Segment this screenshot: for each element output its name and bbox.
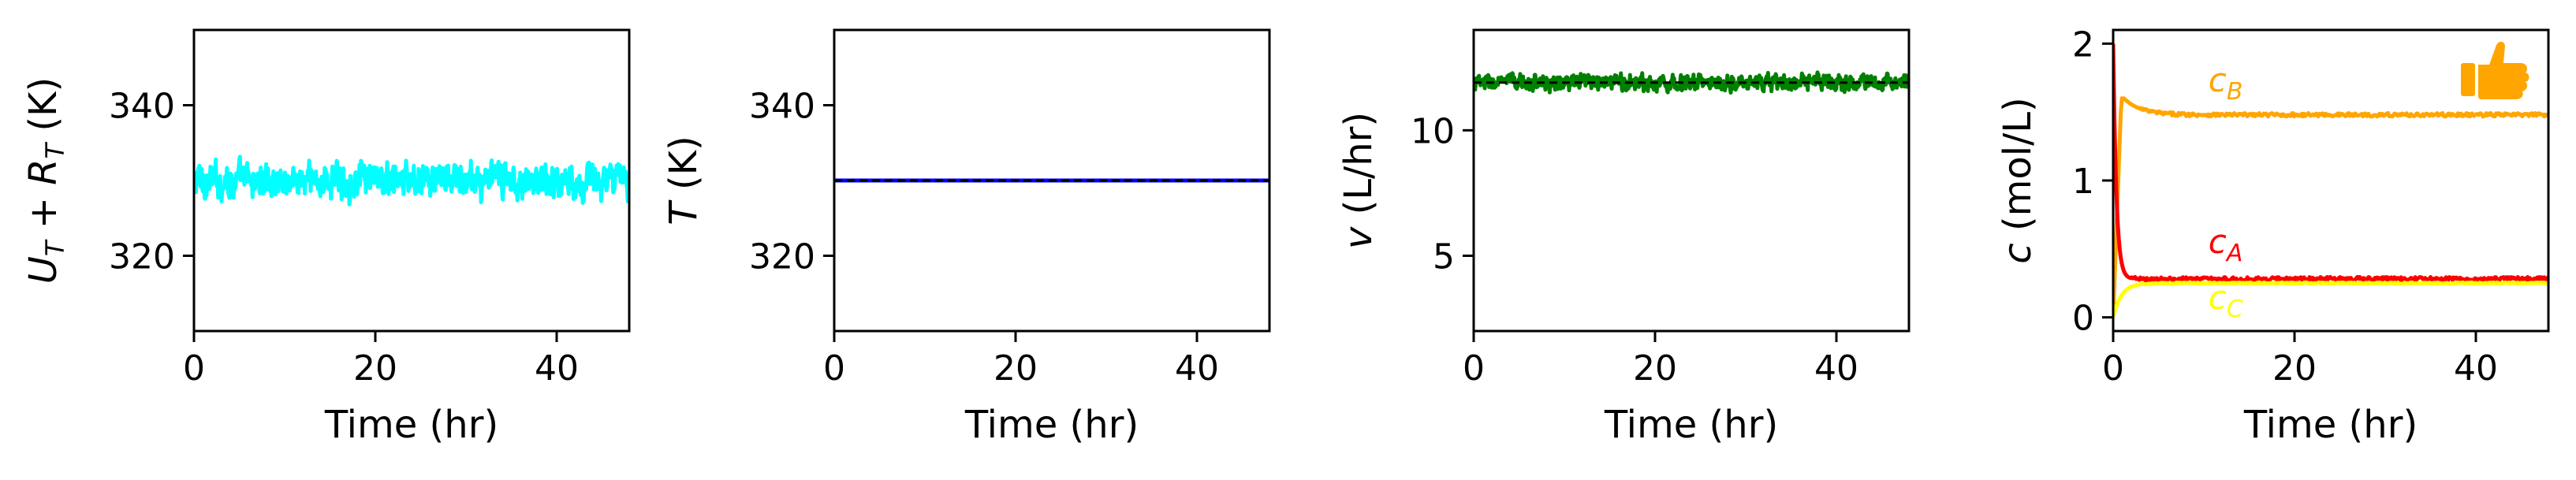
x-tick-label: 20 — [353, 348, 397, 389]
thumbs-up-icon — [2461, 41, 2529, 99]
x-tick-label: 40 — [535, 348, 579, 389]
y-tick-label: 340 — [109, 87, 175, 127]
x-tick-label: 40 — [2454, 348, 2498, 389]
series-line-4-1 — [2113, 96, 2548, 318]
x-axis-label: Time (hr) — [2243, 403, 2418, 447]
curve-label-cB: cB — [2209, 61, 2243, 106]
y-tick-label: 1 — [2072, 162, 2094, 202]
y-axis-label: T (K) — [662, 136, 706, 225]
series-line-4-3 — [2113, 280, 2548, 318]
y-tick-label: 5 — [1433, 237, 1455, 277]
y-axis-label: UT + RT (K) — [21, 77, 70, 285]
curve-label-cC: cC — [2209, 278, 2243, 323]
x-tick-label: 40 — [1814, 348, 1858, 389]
axes-frame-1 — [192, 28, 631, 333]
y-tick-label: 320 — [749, 237, 815, 277]
plot-area-1 — [194, 154, 629, 207]
x-axis-label: Time (hr) — [1604, 403, 1778, 447]
plot-area-4 — [2113, 43, 2548, 318]
axes-frame-2 — [833, 28, 1271, 333]
x-tick-label: 20 — [993, 348, 1038, 389]
chart-panel-4: 0 20 40 0 1 2 Time (hr) c (mol/L) cB cA cC — [1996, 24, 2550, 447]
y-tick-label: 0 — [2072, 299, 2094, 339]
x-tick-label: 0 — [1463, 348, 1485, 389]
series-line-1-1 — [194, 154, 629, 207]
axes-frame-3 — [1472, 28, 1911, 333]
plot-area-3 — [1474, 70, 1909, 95]
y-tick-label: 320 — [109, 237, 175, 277]
x-axis-label: Time (hr) — [324, 403, 498, 447]
curve-label-cA: cA — [2209, 222, 2243, 267]
chart-panel-1: 0 20 40 320 340 Time (hr) UT + RT (K) — [21, 28, 631, 447]
y-tick-label: 2 — [2072, 24, 2094, 65]
chart-panel-3: 0 20 40 5 10 Time (hr) v (L/hr) — [1336, 28, 1911, 447]
x-tick-label: 0 — [2102, 348, 2124, 389]
y-axis-label: c (mol/L) — [1996, 97, 2040, 263]
y-tick-label: 10 — [1411, 111, 1455, 151]
x-tick-label: 0 — [183, 348, 205, 389]
x-tick-label: 0 — [823, 348, 845, 389]
y-axis-label: v (L/hr) — [1336, 112, 1381, 249]
x-tick-label: 20 — [2272, 348, 2317, 389]
x-tick-label: 20 — [1633, 348, 1677, 389]
x-axis-label: Time (hr) — [964, 403, 1139, 447]
chart-panel-2: 0 20 40 320 340 Time (hr) T (K) — [662, 28, 1271, 447]
x-tick-label: 40 — [1175, 348, 1219, 389]
series-line-4-2 — [2113, 43, 2548, 284]
y-tick-label: 340 — [749, 87, 815, 127]
